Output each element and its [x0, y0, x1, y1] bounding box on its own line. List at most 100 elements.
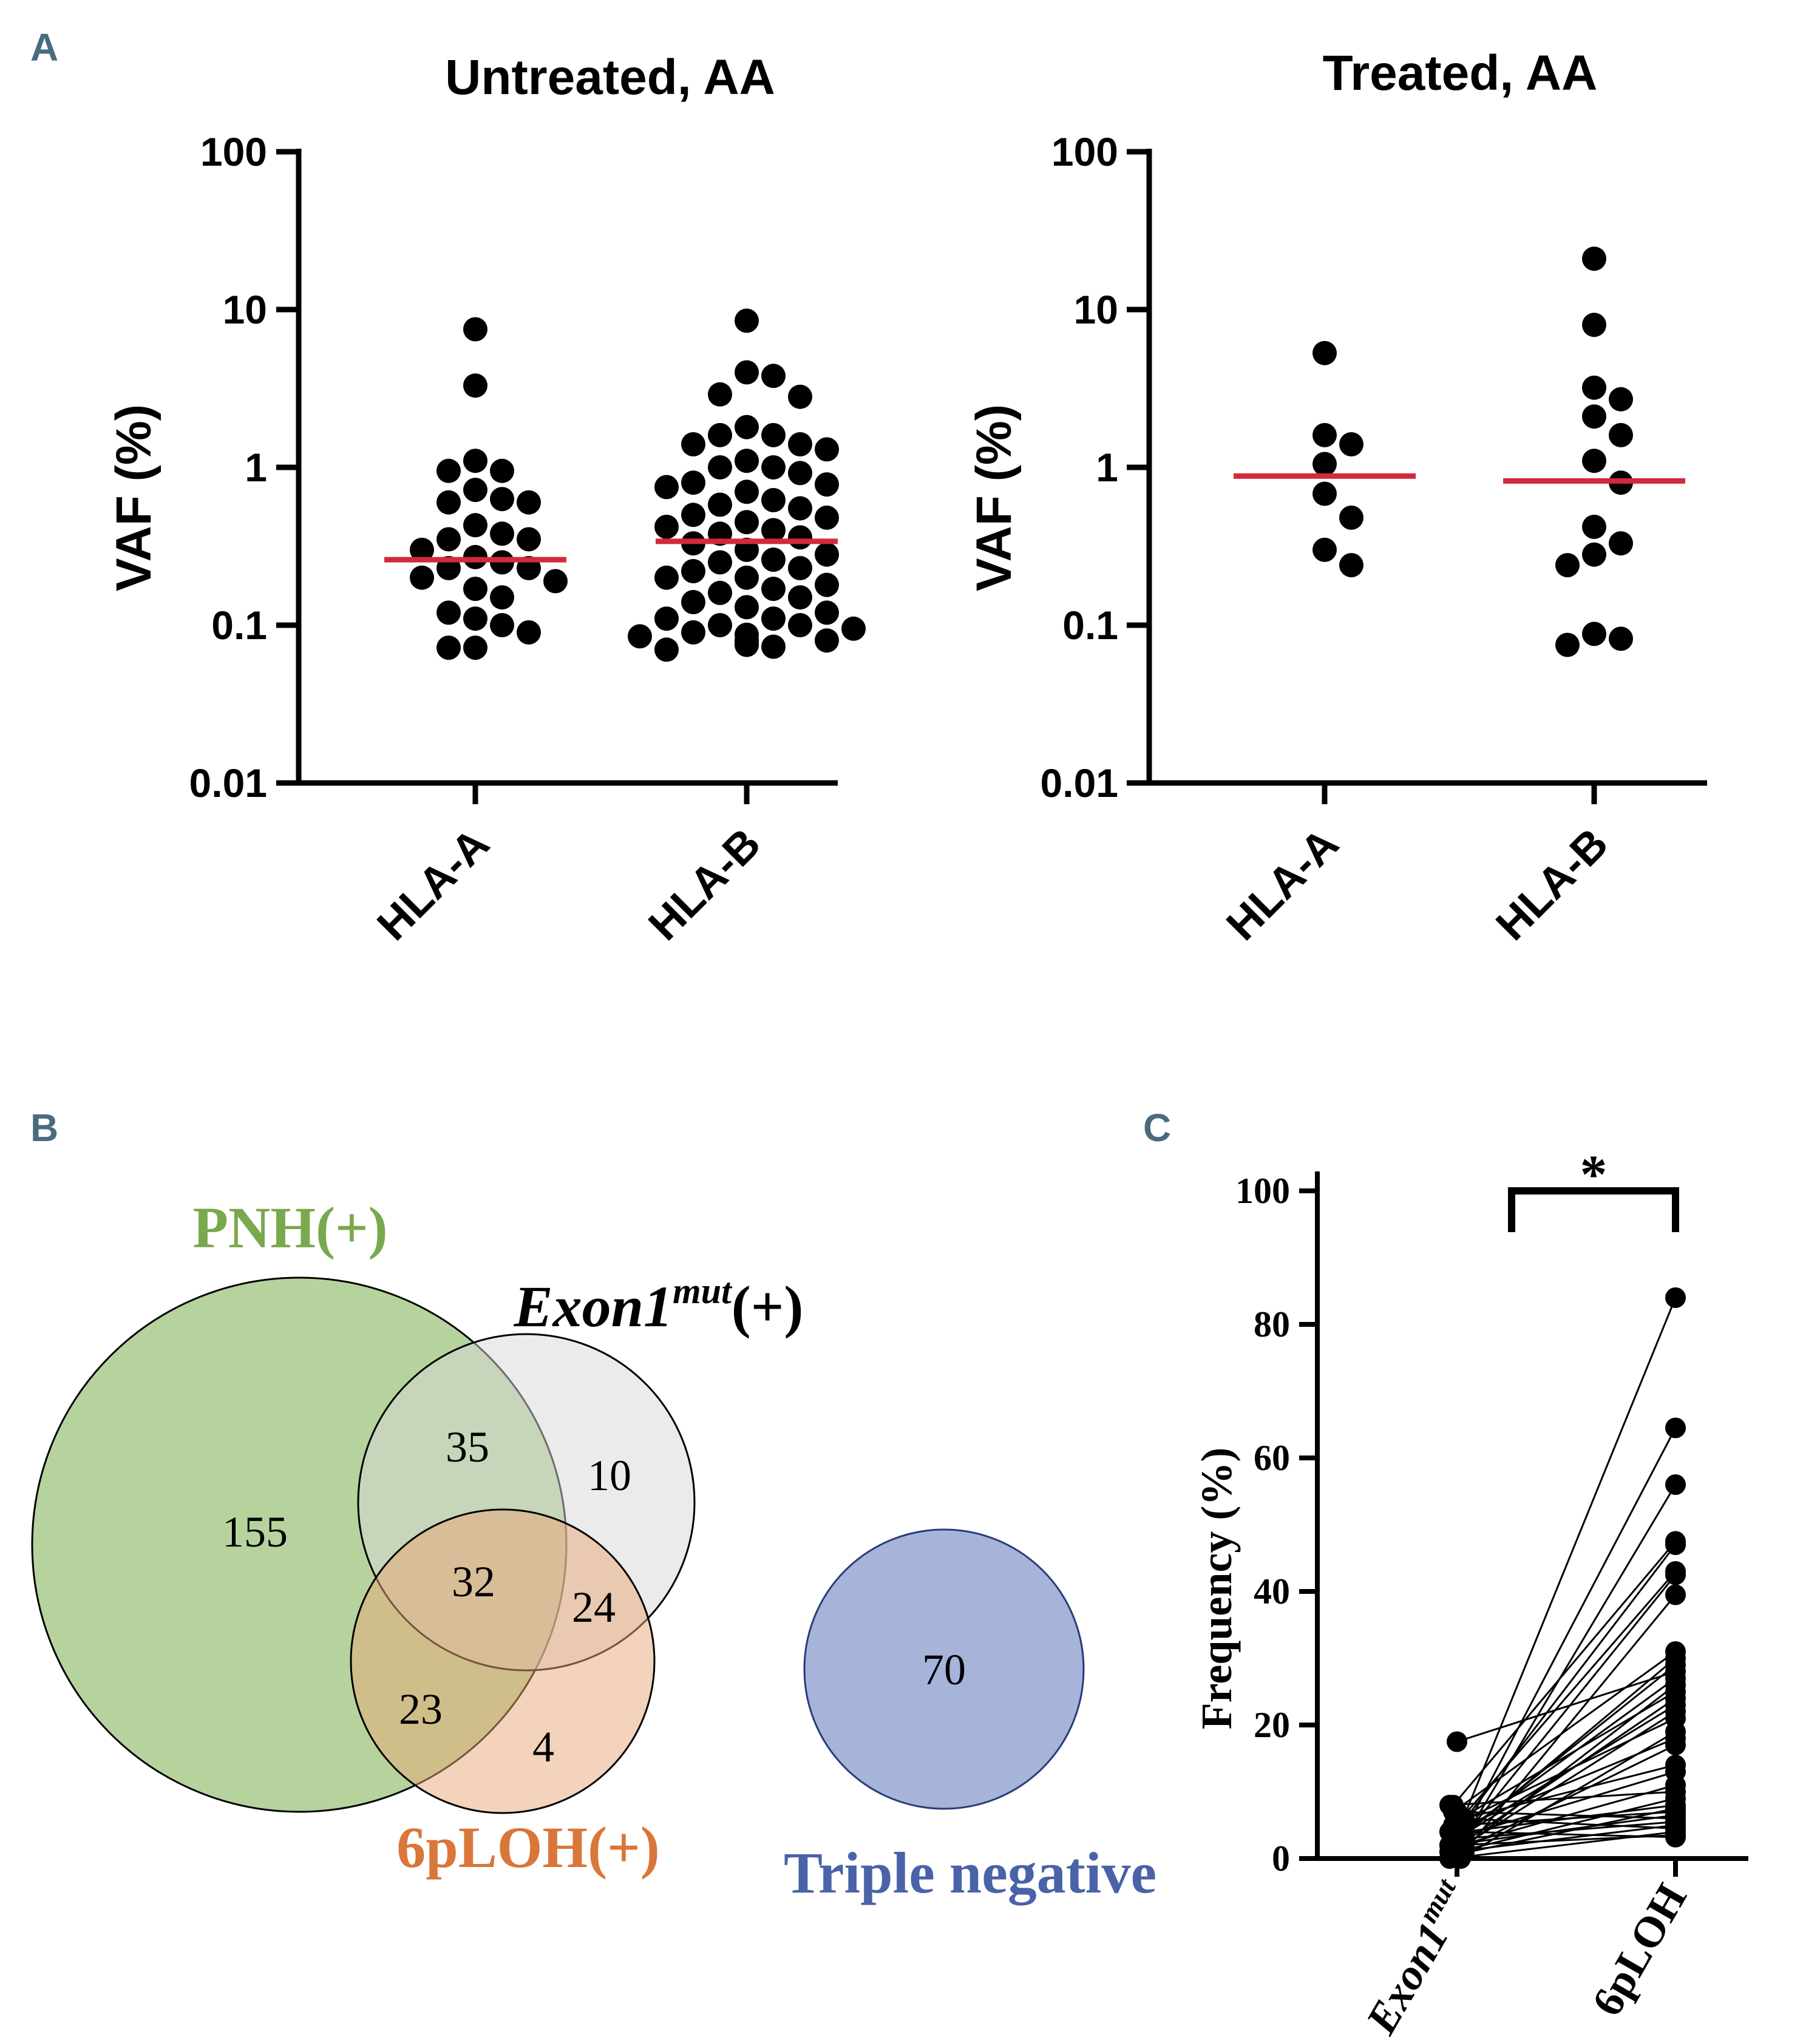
pair-line [1449, 1697, 1676, 1853]
pair-line [1448, 1571, 1677, 1832]
data-point-hla-b [815, 572, 839, 597]
data-point-hla-b [1609, 531, 1633, 556]
data-point-hla-a [436, 527, 461, 552]
data-point-hla-b [788, 525, 812, 550]
chart-title-treated: Treated, AA [1323, 46, 1598, 101]
data-point-hla-b [788, 585, 812, 610]
data-point-hla-b [708, 580, 732, 605]
data-point-hla-b [1582, 246, 1606, 271]
data-point-hla-b [681, 620, 705, 645]
data-point-exon1mut [1447, 1731, 1467, 1752]
panel-label-c: C [1143, 1106, 1171, 1150]
pair-line [1456, 1427, 1677, 1846]
data-point-hla-b [708, 422, 732, 447]
data-point-hla-a [490, 521, 514, 546]
venn-count-pnh-exon1mut: 35 [446, 1423, 489, 1471]
y-tick-label-treated: 1 [1096, 445, 1118, 490]
data-point-hla-b [761, 422, 786, 447]
y-axis-label-untreated: VAF (%) [106, 404, 161, 591]
data-point-hla-b [761, 455, 786, 480]
data-point-hla-b [815, 600, 839, 625]
y-tick-label-treated: 0.1 [1062, 603, 1118, 648]
data-point-hla-b [1582, 542, 1606, 567]
data-point-hla-a [1312, 481, 1337, 506]
data-point-6ploh [1665, 1534, 1686, 1555]
data-point-hla-a [410, 565, 434, 590]
y-tick-label-paired: 0 [1272, 1838, 1290, 1879]
data-point-hla-b [735, 565, 759, 590]
pair-line [1453, 1717, 1676, 1826]
pair-line [1464, 1831, 1676, 1838]
data-point-exon1mut [1454, 1821, 1475, 1842]
y-tick-label-treated: 100 [1051, 129, 1118, 174]
data-point-hla-a [436, 490, 461, 515]
data-point-hla-b [681, 590, 705, 614]
data-point-hla-a [543, 569, 568, 594]
venn-diagram: PNH(+) Exon1mut(+) 6pLOH(+) Triple negat… [31, 1195, 1156, 1905]
data-point-hla-a [436, 458, 461, 483]
data-point-hla-b [1582, 449, 1606, 473]
data-point-hla-b [761, 518, 786, 543]
data-point-hla-b [1555, 632, 1580, 657]
data-point-6ploh [1665, 1417, 1686, 1439]
venn-label-exon1mut-sup: mut [673, 1271, 733, 1311]
chart-untreated: Untreated, AA VAF (%) 100 10 1 0.1 0.01 … [106, 50, 866, 950]
data-point-hla-a [1312, 341, 1337, 365]
data-point-hla-b [735, 449, 759, 473]
chart-title-untreated: Untreated, AA [445, 50, 775, 105]
data-point-hla-a [517, 490, 541, 515]
venn-circle-triple-negative [803, 1528, 1085, 1810]
data-point-hla-a [463, 478, 487, 503]
data-point-6ploh [1665, 1474, 1686, 1495]
pair-line [1453, 1650, 1676, 1813]
y-tick-label-paired: 40 [1254, 1571, 1290, 1611]
pair-line [1464, 1821, 1676, 1840]
data-point-hla-a [463, 317, 487, 342]
x-tick-label-untreated: HLA-B [639, 819, 770, 950]
panel-label-b: B [30, 1106, 58, 1150]
data-point-hla-a [463, 606, 487, 631]
data-point-hla-a [463, 577, 487, 601]
data-point-hla-b [1609, 626, 1633, 651]
venn-circle-6ploh [350, 1508, 656, 1814]
venn-label-pnh: PNH(+) [192, 1195, 387, 1260]
data-point-hla-a [436, 600, 461, 625]
data-point-hla-b [1582, 375, 1606, 400]
y-tick-label-paired: 100 [1235, 1171, 1290, 1211]
data-point-hla-b [708, 550, 732, 575]
data-point-hla-a [1312, 537, 1337, 562]
data-point-hla-a [410, 537, 434, 562]
data-point-hla-b [788, 496, 812, 521]
data-point-hla-b [788, 556, 812, 580]
data-point-hla-b [1582, 404, 1606, 429]
data-point-hla-b [654, 565, 679, 590]
data-point-hla-a [490, 458, 514, 483]
pair-line [1464, 1677, 1676, 1833]
data-point-hla-b [735, 595, 759, 620]
x-tick-label-exon1mut-main: Exon1 [1356, 1914, 1458, 2040]
data-point-6ploh [1665, 1287, 1686, 1308]
data-point-6ploh [1665, 1735, 1686, 1755]
x-tick-label-untreated: HLA-A [368, 819, 498, 950]
pair-line [1449, 1737, 1676, 1833]
data-point-hla-a [490, 585, 514, 610]
data-point-hla-b [628, 624, 652, 649]
data-point-hla-a [1339, 505, 1363, 530]
data-point-hla-b [1582, 622, 1606, 646]
data-point-hla-b [815, 628, 839, 653]
venn-label-exon1mut-suffix: (+) [732, 1274, 804, 1339]
x-tick-label-treated: HLA-A [1217, 819, 1348, 950]
venn-label-exon1mut: Exon1mut(+) [514, 1271, 804, 1339]
pair-line [1456, 1811, 1676, 1820]
venn-label-triple-negative: Triple negative [784, 1840, 1156, 1905]
venn-count-triple-negative: 70 [922, 1645, 966, 1694]
data-point-hla-b [1582, 515, 1606, 539]
y-tick-label-untreated: 10 [223, 287, 267, 332]
data-point-hla-b [735, 308, 759, 333]
y-tick-label-treated: 0.01 [1041, 761, 1118, 805]
data-point-hla-a [463, 373, 487, 398]
x-tick-label-treated: HLA-B [1487, 819, 1617, 950]
data-point-hla-b [735, 632, 759, 657]
data-point-hla-a [463, 513, 487, 538]
data-point-hla-b [681, 432, 705, 456]
